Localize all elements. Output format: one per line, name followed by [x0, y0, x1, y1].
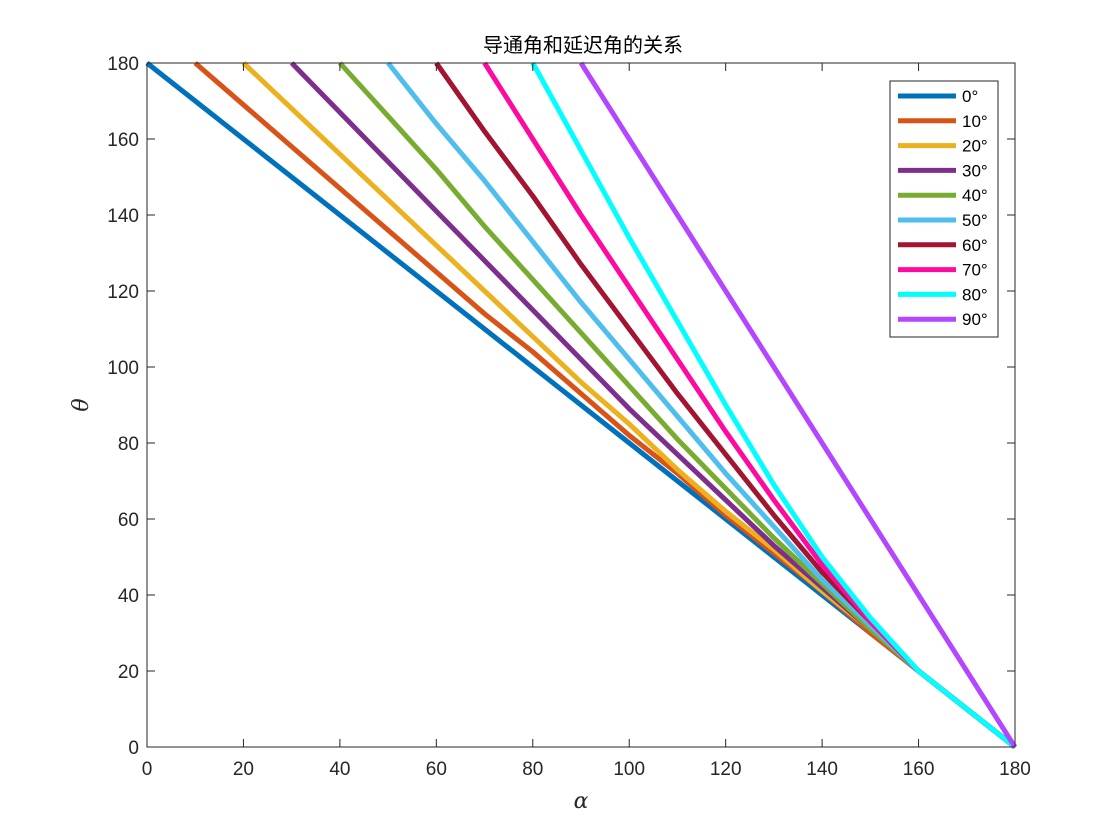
x-tick-label-9: 180 [999, 759, 1031, 780]
legend-label-6: 60° [962, 236, 988, 255]
y-tick-label-4: 80 [118, 434, 139, 455]
legend-label-9: 90° [962, 310, 988, 329]
y-tick-label-7: 140 [107, 206, 139, 227]
series-line-9 [578, 61, 1018, 749]
x-tick-label-7: 140 [806, 759, 838, 780]
x-tick-label-6: 120 [710, 759, 742, 780]
y-tick-label-3: 60 [118, 510, 139, 531]
legend-label-2: 20° [962, 137, 988, 156]
chart-title: 导通角和延迟角的关系 [483, 33, 683, 57]
legend-label-8: 80° [962, 285, 988, 304]
axes-box [146, 62, 1016, 748]
x-axis-label: α [574, 789, 589, 814]
x-tick-label-2: 40 [329, 759, 350, 780]
y-tick-label-5: 100 [107, 358, 139, 379]
legend-label-3: 30° [962, 161, 988, 180]
y-tick-label-8: 160 [107, 130, 139, 151]
axis-ticks: 0 20 40 60 80 100 120 140 160 180 0 20 40 60 80 100 120 1… [107, 54, 1031, 780]
legend-label-7: 70° [962, 261, 988, 280]
x-tick-label-5: 100 [613, 759, 645, 780]
series-line-8 [530, 61, 1017, 749]
x-tick-label-4: 80 [522, 759, 543, 780]
x-tick-label-3: 60 [426, 759, 447, 780]
x-tick-label-8: 160 [903, 759, 935, 780]
x-tick-label-0: 0 [142, 759, 153, 780]
y-tick-label-6: 120 [107, 282, 139, 303]
y-tick-label-9: 180 [107, 54, 139, 75]
y-tick-label-0: 0 [128, 738, 139, 759]
legend: 0° 10° 20° 30° 40° 50° 60° 70° 80° 90° [889, 80, 999, 338]
legend-label-4: 40° [962, 186, 988, 205]
y-tick-label-2: 40 [118, 586, 139, 607]
plot-lines [145, 61, 1018, 749]
legend-label-0: 0° [962, 87, 978, 106]
legend-label-1: 10° [962, 112, 988, 131]
x-tick-label-1: 20 [233, 759, 254, 780]
y-tick-label-1: 20 [118, 662, 139, 683]
legend-label-5: 50° [962, 211, 988, 230]
y-axis-label: θ [69, 398, 94, 411]
